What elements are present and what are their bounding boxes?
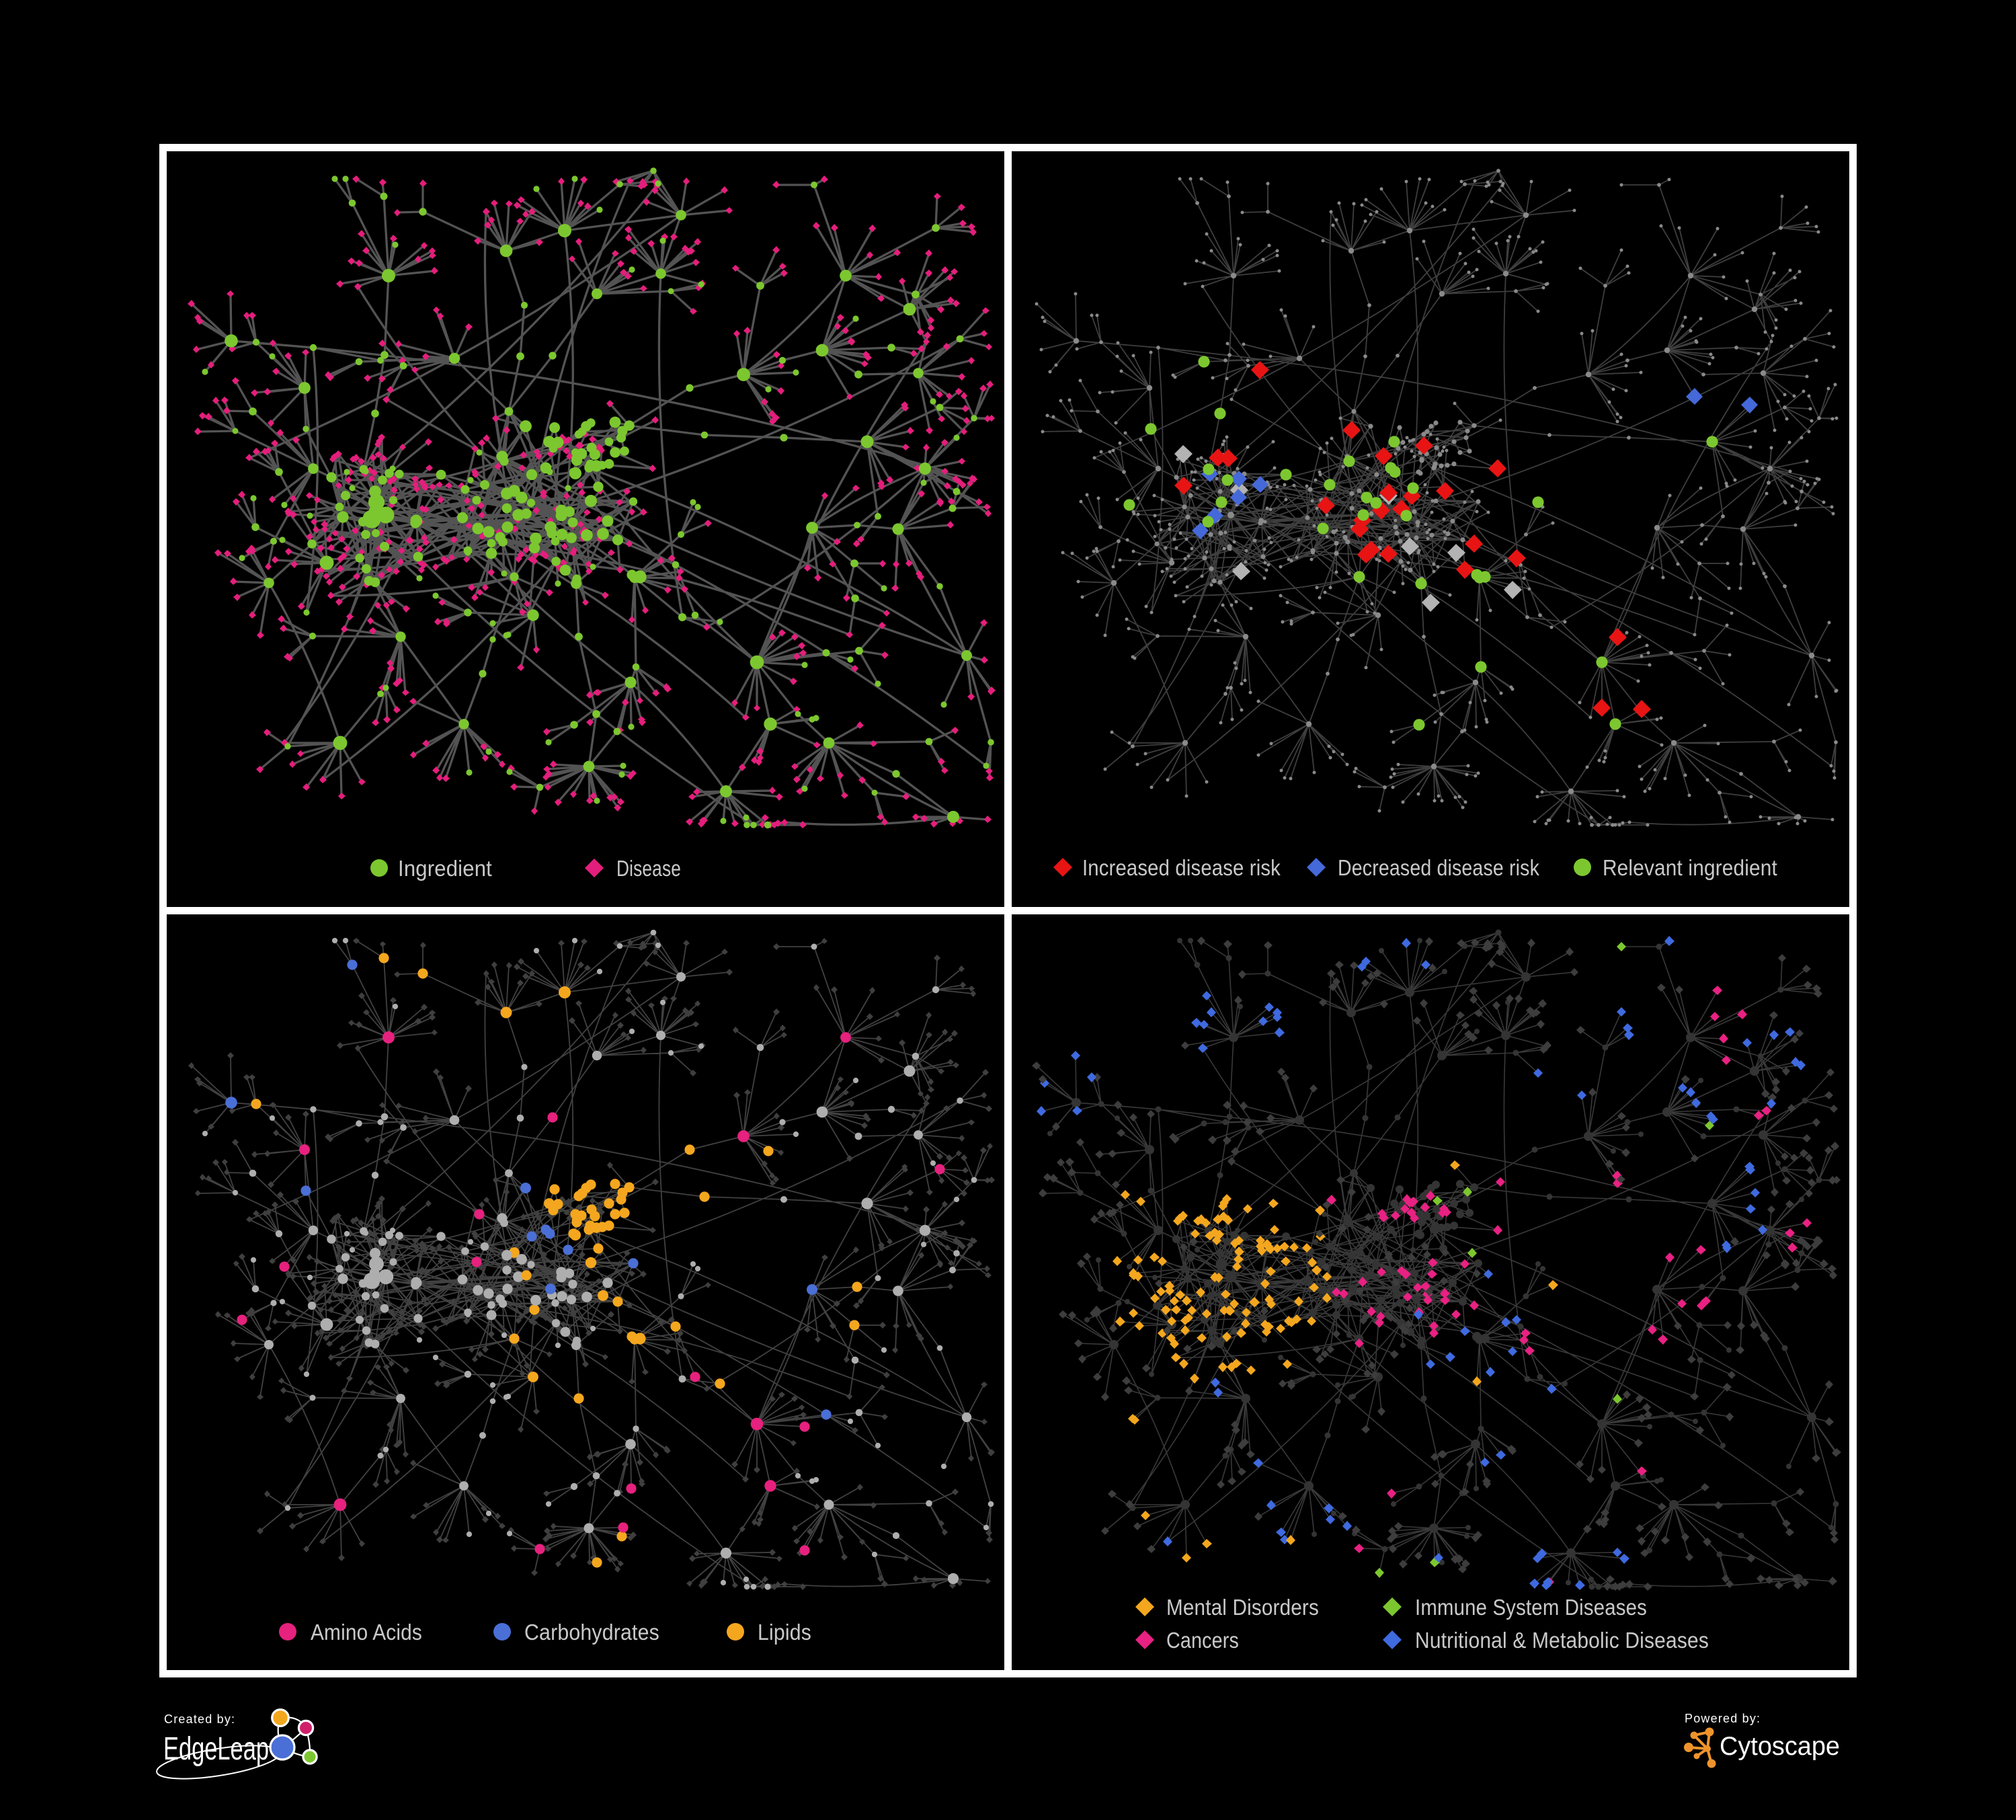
svg-text:Powered by:: Powered by: (1685, 1712, 1761, 1725)
svg-text:Created by:: Created by: (164, 1712, 235, 1726)
svg-text:Mental Disorders: Mental Disorders (1166, 1595, 1319, 1620)
svg-text:Carbohydrates: Carbohydrates (524, 1620, 659, 1645)
svg-text:EdgeLeap: EdgeLeap (163, 1731, 269, 1767)
svg-text:Nutritional & Metabolic Diseas: Nutritional & Metabolic Diseases (1415, 1628, 1709, 1653)
svg-text:Ingredient: Ingredient (398, 856, 492, 881)
svg-text:Lipids: Lipids (758, 1620, 811, 1645)
svg-text:Decreased disease risk: Decreased disease risk (1338, 855, 1539, 880)
svg-text:Cancers: Cancers (1166, 1628, 1239, 1653)
svg-text:Relevant ingredient: Relevant ingredient (1603, 855, 1777, 880)
svg-text:Cytoscape: Cytoscape (1720, 1732, 1840, 1761)
svg-text:Amino Acids: Amino Acids (311, 1620, 422, 1645)
svg-text:Increased disease risk: Increased disease risk (1082, 855, 1281, 880)
svg-text:Disease: Disease (616, 856, 681, 881)
svg-text:Immune System Diseases: Immune System Diseases (1415, 1595, 1647, 1620)
